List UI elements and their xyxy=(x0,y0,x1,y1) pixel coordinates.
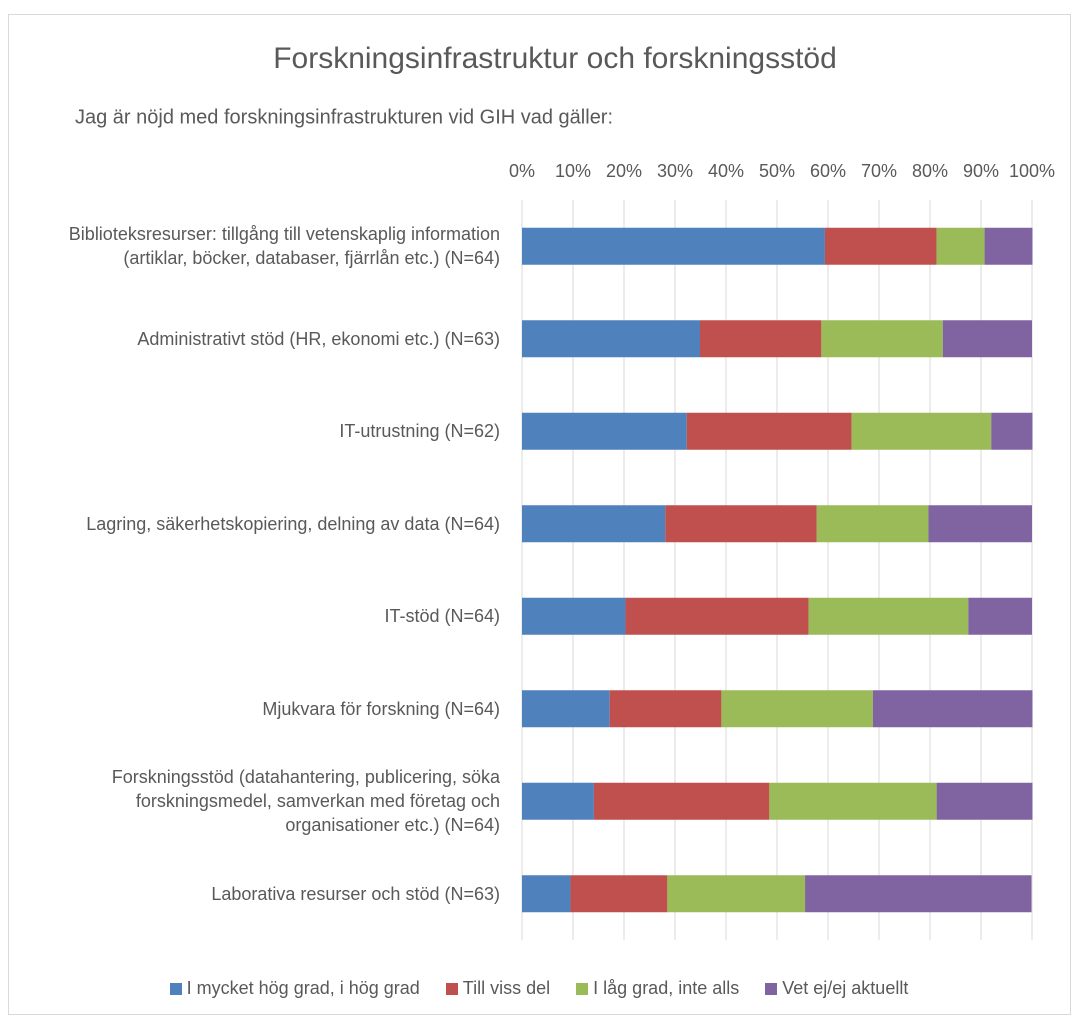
x-tick-label: 40% xyxy=(708,161,744,181)
legend-item: I mycket hög grad, i hög grad xyxy=(169,978,420,999)
x-tick-label: 10% xyxy=(555,161,591,181)
x-tick-label: 70% xyxy=(861,161,897,181)
bar-segment xyxy=(872,690,1033,728)
bar-segment xyxy=(721,690,873,728)
category-label: IT-utrustning (N=62) xyxy=(339,421,500,442)
legend-label: I låg grad, inte alls xyxy=(593,978,740,998)
bar-segment xyxy=(522,505,666,543)
bar-segment xyxy=(936,227,985,265)
legend-label: I mycket hög grad, i hög grad xyxy=(186,978,420,998)
bar-segment xyxy=(942,320,1032,358)
category-label: Biblioteksresurser: tillgång till vetens… xyxy=(68,223,500,269)
x-tick-label: 30% xyxy=(657,161,693,181)
bar-segment xyxy=(936,782,1033,820)
bar-segment xyxy=(928,505,1032,543)
category-label: Lagring, säkerhetskopiering, delning av … xyxy=(86,513,500,534)
category-label: IT-stöd (N=64) xyxy=(384,606,500,627)
category-label: Laborativa resurser och stöd (N=63) xyxy=(211,883,500,904)
bar-segment xyxy=(769,782,937,820)
bar-segment xyxy=(522,227,825,265)
bar-segment xyxy=(570,875,668,913)
bar-segment xyxy=(609,690,722,728)
bar-segment xyxy=(968,597,1032,635)
bar-segment xyxy=(522,875,571,913)
legend-swatch xyxy=(169,982,182,995)
bar-segment xyxy=(625,597,809,635)
x-tick-label: 90% xyxy=(963,161,999,181)
bar-segment xyxy=(991,412,1033,450)
chart-title: Forskningsinfrastruktur och forskningsst… xyxy=(273,42,837,75)
bar-segment xyxy=(821,320,943,358)
bar-segment xyxy=(805,875,1032,913)
x-tick-label: 100% xyxy=(1009,161,1055,181)
bar-segment xyxy=(686,412,852,450)
bar-segment xyxy=(984,227,1033,265)
legend-item: Vet ej/ej aktuellt xyxy=(765,978,908,999)
legend-item: Till viss del xyxy=(445,978,551,999)
x-tick-label: 80% xyxy=(912,161,948,181)
bar-segment xyxy=(522,782,594,820)
category-label: Mjukvara för forskning (N=64) xyxy=(262,698,500,719)
bar-segment xyxy=(593,782,770,820)
category-label: Administrativt stöd (HR, ekonomi etc.) (… xyxy=(137,328,500,349)
bar-segment xyxy=(699,320,822,358)
chart-subtitle: Jag är nöjd med forskningsinfrastrukture… xyxy=(75,106,613,128)
legend-swatch xyxy=(765,982,778,995)
bar-segment xyxy=(522,412,687,450)
bar-segment xyxy=(522,690,610,728)
legend-swatch xyxy=(445,982,458,995)
bar-segment xyxy=(522,320,700,358)
bar-segment xyxy=(667,875,806,913)
bar-segment xyxy=(851,412,992,450)
category-label: Forskningsstöd (datahantering, publiceri… xyxy=(111,766,500,836)
legend-swatch xyxy=(576,982,589,995)
x-tick-label: 60% xyxy=(810,161,846,181)
x-tick-label: 50% xyxy=(759,161,795,181)
legend-item: I låg grad, inte alls xyxy=(576,978,739,999)
bar-segment xyxy=(816,505,929,543)
bar-segment xyxy=(522,597,626,635)
chart-border xyxy=(8,14,1071,1015)
legend-label: Till viss del xyxy=(462,978,551,998)
bar-segment xyxy=(665,505,817,543)
bar-segment xyxy=(824,227,937,265)
legend: I mycket hög grad, i hög grad Till viss d… xyxy=(0,978,1078,999)
x-tick-label: 20% xyxy=(606,161,642,181)
x-tick-label: 0% xyxy=(509,161,535,181)
legend-label: Vet ej/ej aktuellt xyxy=(782,978,909,998)
bar-segment xyxy=(808,597,969,635)
